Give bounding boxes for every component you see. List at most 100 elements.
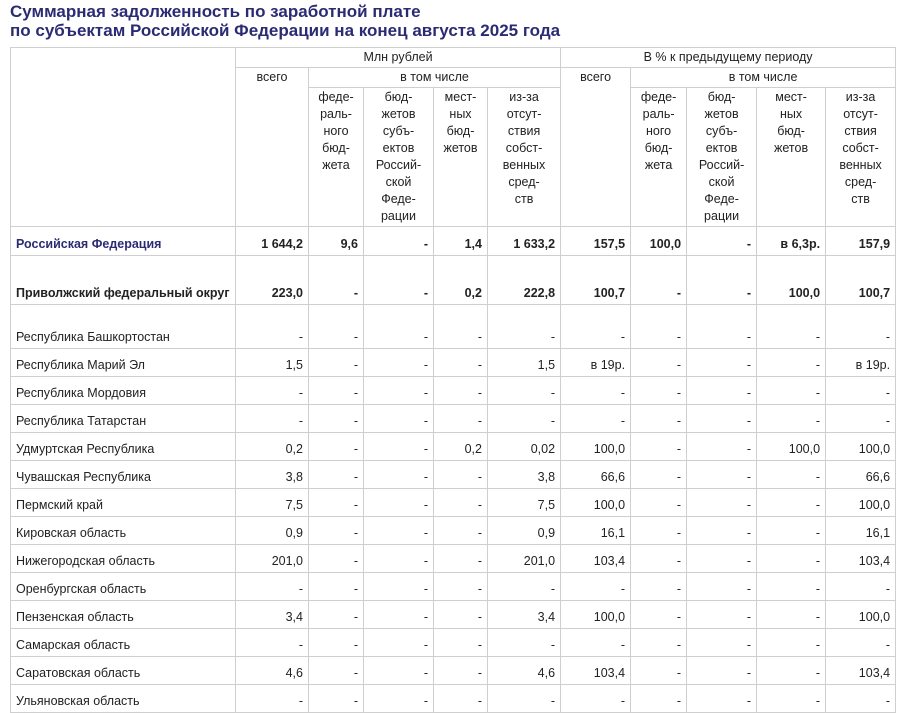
value-cell: - [560,684,632,713]
value-cell: - [308,572,364,601]
value-cell: - [308,516,364,545]
value-cell: - [308,684,364,713]
value-cell: - [363,304,434,349]
value-cell: 100,0 [756,432,827,461]
table-row: Приволжский федеральный округ 223,0- -0,2 2… [10,255,897,305]
region-name: Кировская область [10,516,236,545]
value-cell: - [486,628,562,657]
value-cell: 0,2 [433,432,488,461]
value-cell: 100,7 [825,255,897,305]
value-cell: - [756,628,827,657]
value-cell: - [560,376,632,405]
value-cell: 100,0 [756,255,827,305]
value-cell: - [363,460,434,489]
group-header: В % к предыдущему периоду [560,47,897,68]
value-cell: - [630,460,688,489]
value-cell: - [686,376,758,405]
value-cell: - [630,432,688,461]
value-cell: 0,2 [235,432,309,461]
value-cell: 157,5 [560,226,632,256]
table-row: Республика Татарстан - - - - - - - - - - [10,404,897,433]
value-cell: - [308,628,364,657]
value-cell: - [686,572,758,601]
value-cell: 100,0 [560,432,632,461]
value-cell: - [235,684,309,713]
value-cell: - [433,628,488,657]
value-cell: - [363,600,434,629]
value-cell: - [433,376,488,405]
value-cell: - [630,488,688,517]
table-row: Республика Марий Эл 1,5- - -1,5 в 19р. - - - в 1… [10,348,897,377]
value-cell: - [630,572,688,601]
value-cell: 100,7 [560,255,632,305]
value-cell: - [308,404,364,433]
value-cell: - [560,304,632,349]
sub-header: в том числе [630,67,897,88]
value-cell: 1,5 [486,348,562,377]
value-cell: - [235,572,309,601]
value-cell: в 6,3р. [756,226,827,256]
value-cell: - [630,404,688,433]
value-cell: - [630,516,688,545]
value-cell: - [630,348,688,377]
title: Суммарная задолженность по заработной пл… [0,0,900,40]
value-cell: - [363,684,434,713]
value-cell: 3,4 [486,600,562,629]
value-cell: - [363,376,434,405]
column-header: феде- раль- ного бюд- жета [308,87,364,227]
region-name: Республика Башкортостан [10,304,236,349]
value-cell: - [686,226,758,256]
region-name: Саратовская область [10,656,236,685]
value-cell: 7,5 [486,488,562,517]
value-cell: - [756,304,827,349]
value-cell: - [630,684,688,713]
value-cell: 66,6 [825,460,897,489]
value-cell: - [630,304,688,349]
group-header: Млн рублей [234,47,562,68]
region-name: Пермский край [10,488,236,517]
value-cell: 1,5 [235,348,309,377]
value-cell: - [363,516,434,545]
value-cell: - [433,572,488,601]
value-cell: - [686,516,758,545]
value-cell: - [756,684,827,713]
value-cell: - [686,348,758,377]
value-cell: - [363,226,434,256]
value-cell: 100,0 [560,488,632,517]
sub-header: всего [235,67,309,227]
value-cell: - [630,544,688,573]
value-cell: - [308,376,364,405]
value-cell: - [756,348,827,377]
value-cell: 0,02 [486,432,562,461]
region-name: Чувашская Республика [10,460,236,489]
value-cell: - [433,656,488,685]
column-header: мест- ных бюд- жетов [433,87,488,227]
table-row: Нижегородская область 201,0- - -201,0 103,4-… [10,544,897,573]
value-cell: 157,9 [825,226,897,256]
column-header: мест- ных бюд- жетов [756,87,827,227]
value-cell: - [825,572,897,601]
value-cell: - [756,376,827,405]
value-cell: - [486,572,562,601]
value-cell: - [825,376,897,405]
value-cell: - [235,404,309,433]
value-cell: 1 644,2 [235,226,309,256]
table-row: Удмуртская Республика 0,2- -0,2 0,02 100,0- -… [10,432,897,461]
value-cell: 100,0 [630,226,688,256]
column-header: бюд- жетов субъ- ектов Россий- ской Феде… [686,87,758,227]
value-cell: - [756,572,827,601]
value-cell: - [486,304,562,349]
value-cell: - [686,684,758,713]
value-cell: 100,0 [825,600,897,629]
value-cell: - [308,460,364,489]
value-cell: - [363,404,434,433]
value-cell: - [308,304,364,349]
value-cell: 0,9 [235,516,309,545]
value-cell: - [686,656,758,685]
region-name: Самарская область [10,628,236,657]
value-cell: 16,1 [825,516,897,545]
value-cell: в 19р. [825,348,897,377]
value-cell: - [433,460,488,489]
value-cell: 3,8 [486,460,562,489]
value-cell: 103,4 [560,544,632,573]
